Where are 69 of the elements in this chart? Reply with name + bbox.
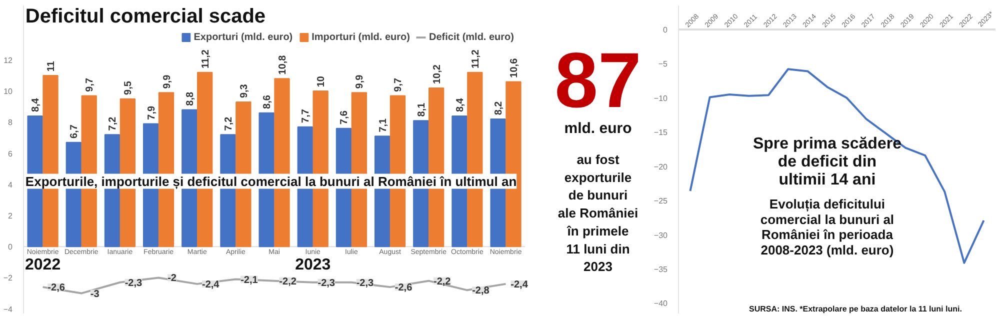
annotation: SURSA: INS. *Extrapolare pe baza datelor la 11 luni luni. (748, 304, 962, 314)
y-tick-label: −15 (654, 128, 668, 138)
data-label: -2,3 (124, 278, 143, 289)
data-label: -2,4 (202, 279, 220, 290)
y-tick-label: −2 (3, 274, 14, 283)
data-label: -2,8 (472, 286, 490, 297)
text: mld. euro (564, 120, 632, 138)
data-label: -2,1 (240, 274, 258, 286)
data-label: 10,2 (432, 64, 443, 84)
data-label: -2,2 (279, 276, 297, 288)
y-tick-label: −5 (658, 60, 668, 69)
data-label: 11,2 (200, 49, 212, 68)
data-label: -2,3 (318, 278, 336, 289)
data-label: 9,7 (393, 77, 404, 92)
line-series (689, 68, 985, 264)
data-label: 7,1 (378, 118, 389, 132)
data-label: -2,2 (434, 276, 452, 288)
data-label: -2,6 (48, 282, 66, 294)
y-tick-label: −4 (3, 304, 14, 314)
legend-label: Importuri (mld. euro) (312, 31, 410, 43)
data-label: 10 (316, 76, 328, 88)
y-tick-label: 0 (663, 25, 668, 34)
data-label: 7,6 (339, 110, 350, 124)
data-label: 7,2 (223, 116, 234, 131)
chart-title: Deficitul comercial scade (25, 6, 266, 28)
text: Exporturile, importurile și deficitul comercial la bunuri al României în ultimul an (25, 174, 517, 190)
y-tick-label: −20 (654, 162, 668, 172)
data-label: -3 (90, 288, 100, 300)
y-tick-label: −30 (654, 230, 668, 240)
data-label: 11,2 (470, 49, 482, 68)
data-label: 8,4 (454, 98, 466, 112)
y-tick-label: 0 (8, 242, 14, 252)
y-tick-label: −10 (654, 94, 668, 103)
data-label: 7,9 (146, 105, 158, 120)
data-label: 8,8 (184, 91, 196, 106)
data-label: 8,2 (494, 100, 505, 116)
y-tick-label: −35 (654, 265, 668, 274)
data-label: 9,5 (123, 80, 134, 95)
data-label: 9,3 (238, 84, 250, 98)
legend-label: Exporturi (mld. euro) (194, 31, 293, 43)
y-tick-label: −25 (654, 196, 668, 206)
data-label: 11 (46, 60, 58, 72)
data-label: 9,9 (354, 74, 366, 89)
data-label: 10,6 (508, 58, 520, 78)
data-label: 8,1 (416, 102, 428, 117)
data-label: 7,2 (108, 116, 119, 131)
data-label: 6,7 (69, 124, 80, 138)
data-label: 8,6 (262, 94, 274, 109)
text: Evoluția deficitului comercial la bunuri al României în perioada 2008-2023 (mld. euro) (760, 196, 894, 258)
data-label: -2,3 (356, 278, 374, 289)
data-label: 9,7 (84, 77, 96, 92)
legend-label: Deficit (mld. euro) (428, 31, 514, 43)
data-label: -2,6 (394, 282, 413, 294)
y-tick-label: −40 (654, 299, 668, 308)
y-tick-label: 8 (8, 118, 14, 128)
data-label: 7,7 (300, 108, 312, 123)
y-tick-label: 4 (8, 180, 14, 190)
data-label: 8,4 (30, 98, 42, 112)
y-tick-label: 6 (8, 149, 14, 158)
y-tick-label: 12 (4, 56, 14, 65)
data-label: 10,8 (278, 54, 288, 75)
annotation: 2023 (295, 256, 331, 274)
data-label: 9,9 (162, 74, 173, 89)
text: Spre prima scădere de deficit din ultimii 14 ani (752, 136, 902, 188)
text: au fost exporturile de bunuri ale României în primele 11 luni din 2023 (558, 152, 638, 274)
data-label: -2,4 (510, 279, 528, 290)
y-tick-label: 2 (8, 212, 14, 220)
data-label: -2 (168, 273, 177, 284)
y-tick-label: 10 (4, 87, 14, 96)
